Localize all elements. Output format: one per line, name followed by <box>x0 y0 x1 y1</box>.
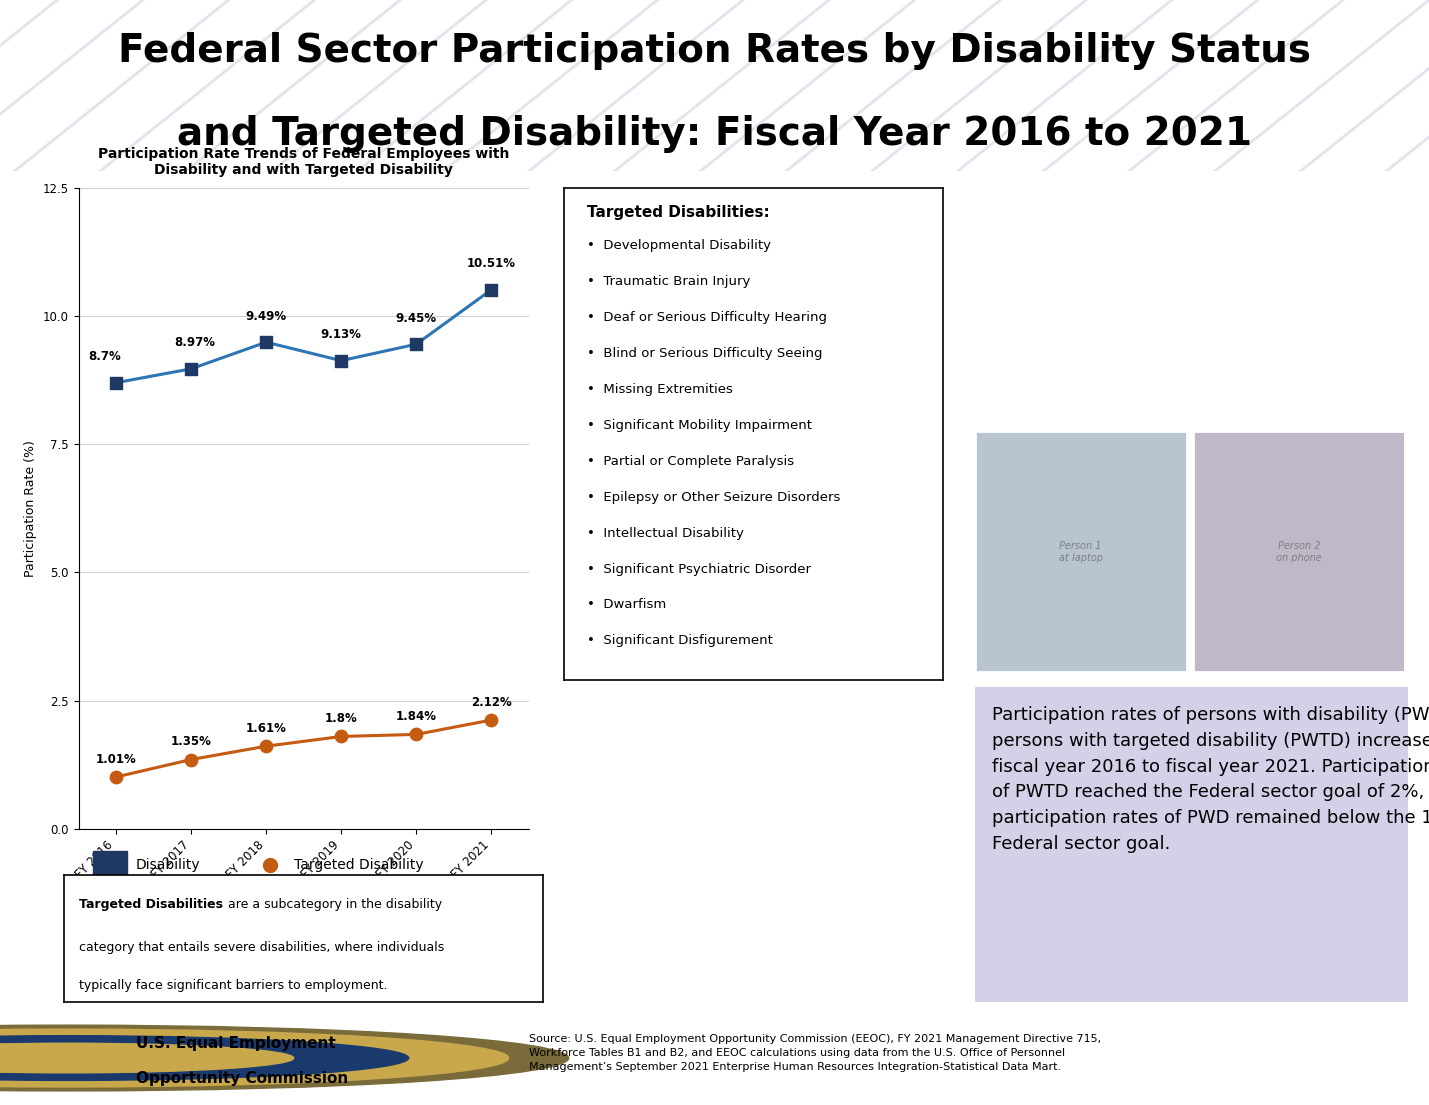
Text: •  Traumatic Brain Injury: • Traumatic Brain Injury <box>587 275 750 288</box>
Point <box>259 856 282 874</box>
Text: U.S. Equal Employment: U.S. Equal Employment <box>136 1036 336 1052</box>
Text: 1.61%: 1.61% <box>246 722 287 735</box>
Bar <box>1193 680 1405 920</box>
Point <box>104 768 127 786</box>
Circle shape <box>0 1043 293 1073</box>
Circle shape <box>0 1029 509 1087</box>
Text: •  Epilepsy or Other Seizure Disorders: • Epilepsy or Other Seizure Disorders <box>587 491 840 504</box>
Point <box>180 360 203 378</box>
Text: are a subcategory in the disability: are a subcategory in the disability <box>224 898 443 911</box>
Bar <box>93 851 127 880</box>
Text: 8.7%: 8.7% <box>89 350 121 364</box>
Text: Person 1
at laptop: Person 1 at laptop <box>1059 541 1103 562</box>
Point <box>254 737 277 755</box>
Text: Person 3
working: Person 3 working <box>1059 789 1102 811</box>
Text: 9.49%: 9.49% <box>246 309 287 323</box>
Text: 10.51%: 10.51% <box>467 257 516 271</box>
Text: Targeted Disability: Targeted Disability <box>294 859 424 872</box>
Text: 2.12%: 2.12% <box>470 696 512 708</box>
Point <box>404 726 427 744</box>
Point <box>330 727 353 745</box>
Point <box>254 334 277 351</box>
X-axis label: Fiscal Year (FY): Fiscal Year (FY) <box>254 890 353 903</box>
Text: Person 4
at desk: Person 4 at desk <box>1278 789 1320 811</box>
Point <box>330 351 353 369</box>
Text: •  Developmental Disability: • Developmental Disability <box>587 240 772 252</box>
Text: and Targeted Disability: Fiscal Year 2016 to 2021: and Targeted Disability: Fiscal Year 201… <box>177 115 1252 152</box>
Point <box>480 712 503 729</box>
Text: Targeted Disabilities: Targeted Disabilities <box>79 898 223 911</box>
Text: 1.84%: 1.84% <box>396 711 437 723</box>
Text: •  Missing Extremities: • Missing Extremities <box>587 383 733 396</box>
Text: 1.35%: 1.35% <box>170 735 211 748</box>
Text: Participation rates of persons with disability (PWD) and
persons with targeted d: Participation rates of persons with disa… <box>992 706 1429 853</box>
FancyBboxPatch shape <box>966 681 1416 1009</box>
Text: •  Partial or Complete Paralysis: • Partial or Complete Paralysis <box>587 455 795 467</box>
Text: 9.45%: 9.45% <box>396 312 437 325</box>
Text: 1.01%: 1.01% <box>96 753 137 766</box>
Point <box>104 373 127 391</box>
Text: Federal Sector Participation Rates by Disability Status: Federal Sector Participation Rates by Di… <box>119 32 1310 71</box>
Point <box>180 750 203 768</box>
Circle shape <box>0 1025 569 1091</box>
Point <box>480 281 503 298</box>
Text: Targeted Disabilities:: Targeted Disabilities: <box>587 206 770 220</box>
Text: Opportunity Commission: Opportunity Commission <box>136 1071 349 1086</box>
Point <box>404 336 427 354</box>
Title: Participation Rate Trends of Federal Employees with
Disability and with Targeted: Participation Rate Trends of Federal Emp… <box>99 147 509 177</box>
Bar <box>975 680 1186 920</box>
Text: ★: ★ <box>64 1045 73 1055</box>
Text: category that entails severe disabilities, where individuals: category that entails severe disabilitie… <box>79 941 444 955</box>
Text: 8.97%: 8.97% <box>174 336 216 349</box>
Text: •  Significant Psychiatric Disorder: • Significant Psychiatric Disorder <box>587 562 812 576</box>
Text: •  Deaf or Serious Difficulty Hearing: • Deaf or Serious Difficulty Hearing <box>587 312 827 324</box>
Y-axis label: Participation Rate (%): Participation Rate (%) <box>24 440 37 577</box>
Text: Disability: Disability <box>136 859 200 872</box>
Bar <box>975 431 1186 672</box>
Text: •  Significant Disfigurement: • Significant Disfigurement <box>587 634 773 648</box>
Circle shape <box>0 1035 409 1081</box>
Text: •  Intellectual Disability: • Intellectual Disability <box>587 527 745 539</box>
Bar <box>1193 431 1405 672</box>
Text: •  Significant Mobility Impairment: • Significant Mobility Impairment <box>587 419 812 432</box>
Text: 9.13%: 9.13% <box>320 328 362 341</box>
Text: typically face significant barriers to employment.: typically face significant barriers to e… <box>79 979 387 992</box>
Text: Person 2
on phone: Person 2 on phone <box>1276 541 1322 562</box>
Text: Source: U.S. Equal Employment Opportunity Commission (EEOC), FY 2021 Management : Source: U.S. Equal Employment Opportunit… <box>529 1034 1100 1072</box>
Text: 1.8%: 1.8% <box>324 713 357 725</box>
Text: •  Blind or Serious Difficulty Seeing: • Blind or Serious Difficulty Seeing <box>587 347 823 360</box>
Text: •  Dwarfism: • Dwarfism <box>587 599 666 611</box>
